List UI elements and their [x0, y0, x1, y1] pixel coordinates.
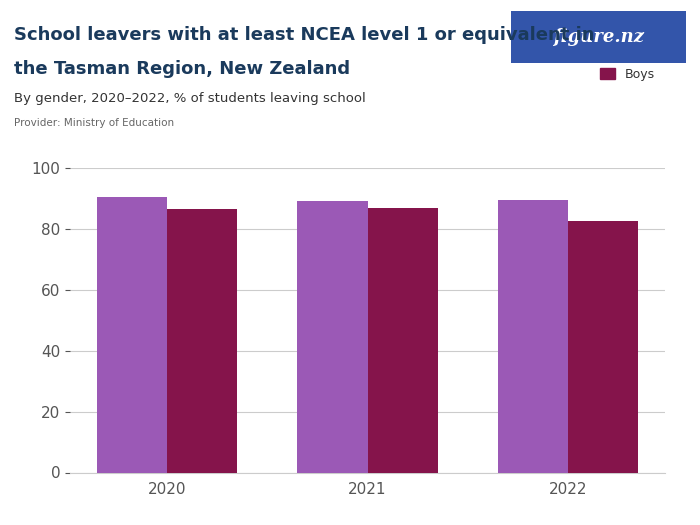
Text: the Tasman Region, New Zealand: the Tasman Region, New Zealand: [14, 60, 350, 78]
Text: School leavers with at least NCEA level 1 or equivalent in: School leavers with at least NCEA level …: [14, 26, 594, 44]
Text: figure.nz: figure.nz: [553, 28, 644, 46]
Bar: [498, 200, 568, 472]
Bar: [298, 202, 368, 472]
Bar: [568, 222, 638, 472]
Text: Provider: Ministry of Education: Provider: Ministry of Education: [14, 118, 174, 128]
Legend: Girls, Boys: Girls, Boys: [596, 46, 659, 85]
Bar: [368, 207, 438, 472]
Bar: [167, 209, 237, 472]
Bar: [97, 197, 167, 472]
Text: By gender, 2020–2022, % of students leaving school: By gender, 2020–2022, % of students leav…: [14, 92, 365, 105]
